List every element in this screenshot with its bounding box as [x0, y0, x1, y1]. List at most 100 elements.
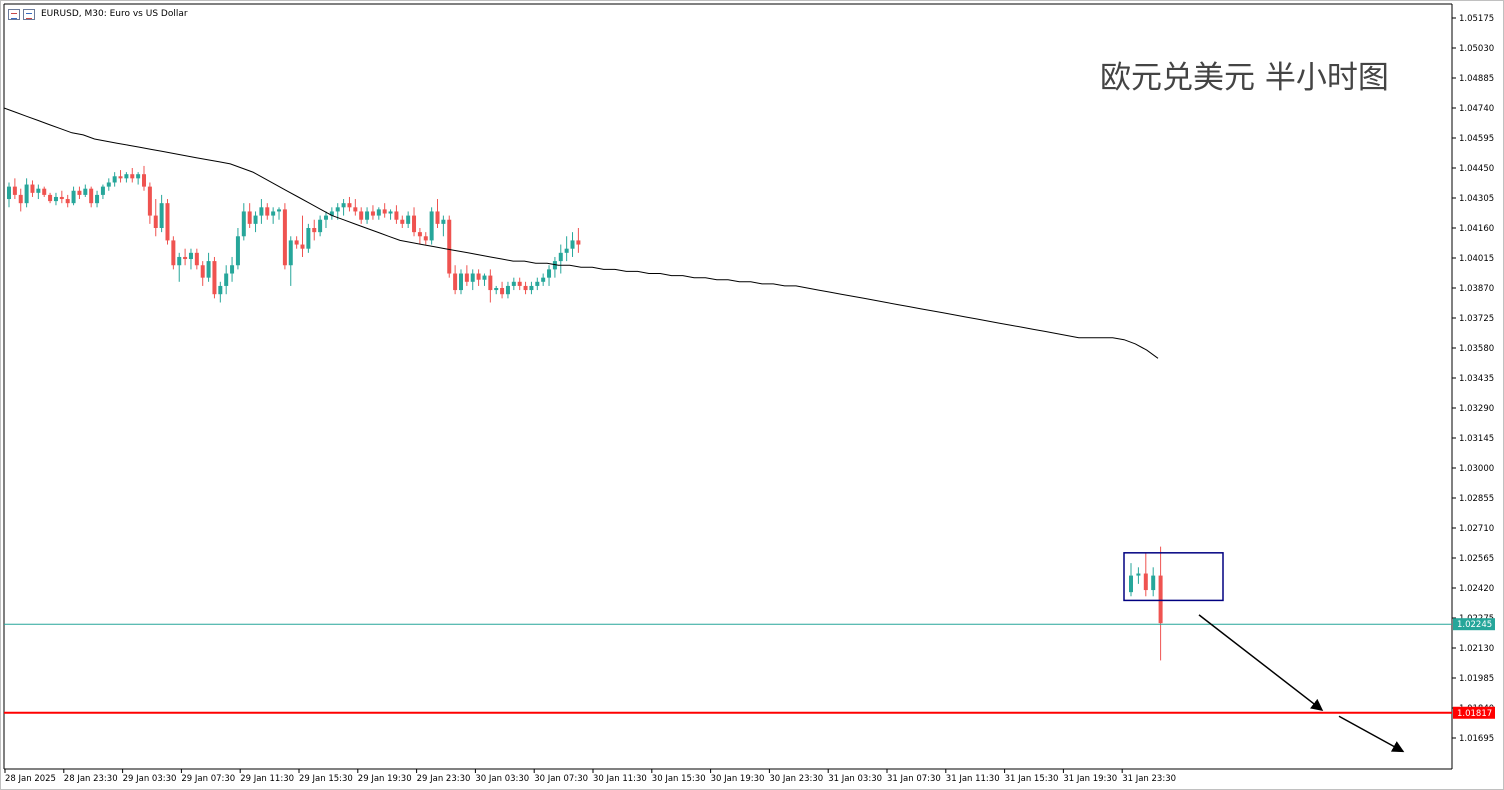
price-tick-label: 1.03725 [1459, 314, 1494, 324]
candle-body [77, 190, 82, 195]
candle-body [1136, 573, 1141, 576]
time-tick-label: 31 Jan 03:30 [828, 774, 882, 784]
candle-body [36, 188, 41, 193]
candle-body [353, 207, 358, 212]
candle-body [83, 188, 88, 195]
candle-body [365, 211, 370, 220]
candle-body [564, 248, 569, 253]
candle-body [89, 188, 94, 204]
candle [177, 252, 182, 282]
candle [18, 188, 23, 212]
candle-body [194, 252, 199, 266]
price-tick-label: 1.02420 [1459, 584, 1494, 594]
candle [124, 172, 129, 183]
candle [77, 186, 82, 200]
candle [517, 277, 522, 291]
price-tick-label: 1.01695 [1459, 734, 1494, 744]
candle [453, 265, 458, 295]
candle [353, 199, 358, 216]
candle-body [458, 273, 463, 291]
candle [71, 186, 76, 206]
candle [335, 203, 340, 220]
candle-body [470, 273, 475, 282]
price-tick-label: 1.03580 [1459, 344, 1494, 354]
candle [65, 194, 70, 208]
candle [382, 203, 387, 218]
candle [494, 285, 499, 295]
candle [89, 186, 94, 208]
candle [558, 244, 563, 274]
chart-annotation-title: 欧元兑美元 半小时图 [1100, 60, 1389, 96]
candle [230, 256, 235, 282]
candle-body [370, 211, 375, 216]
candle [423, 232, 428, 245]
candle-body [423, 236, 428, 241]
candle-body [124, 174, 129, 179]
candle [294, 236, 299, 249]
candle-body [476, 273, 481, 280]
time-tick-label: 31 Jan 15:30 [1005, 774, 1059, 784]
candle-body [1143, 573, 1148, 591]
candle-body [453, 273, 458, 291]
price-tick-label: 1.02565 [1459, 554, 1494, 564]
candle-body [447, 219, 452, 274]
candle [500, 281, 505, 299]
candle [12, 178, 17, 200]
candle-body [24, 184, 29, 204]
time-tick-label: 31 Jan 19:30 [1063, 774, 1117, 784]
candle [212, 256, 217, 299]
price-tick-label: 1.02130 [1459, 644, 1494, 654]
time-tick-label: 29 Jan 23:30 [417, 774, 471, 784]
window-menu-icon[interactable] [8, 8, 20, 20]
candle [535, 277, 540, 291]
overlays: 1.02245 1.01817 [4, 552, 1495, 753]
candle-body [12, 186, 17, 195]
current-price-label: 1.02245 [1457, 620, 1492, 630]
candle-body [482, 275, 487, 280]
candle [318, 215, 323, 237]
candle [188, 248, 193, 270]
candle-body [235, 236, 240, 266]
candle [412, 207, 417, 237]
candle-body [265, 207, 270, 216]
candle-body [118, 176, 123, 179]
candle [570, 232, 575, 257]
symbol-label: EURUSD, M30: Euro vs US Dollar [41, 9, 188, 19]
candle-body [130, 174, 135, 179]
candle-body [42, 188, 47, 195]
candle [271, 207, 276, 224]
chart-type-icon[interactable] [23, 8, 35, 20]
candle-body [171, 240, 176, 266]
candle [511, 277, 516, 291]
time-tick-label: 30 Jan 03:30 [475, 774, 529, 784]
candle-body [441, 219, 446, 224]
time-axis[interactable]: 28 Jan 2025 28 Jan 23:30 29 Jan 03:30 29 Ja… [4, 768, 1452, 784]
candle-body [18, 194, 23, 204]
candle-body [376, 209, 381, 216]
candle-body [282, 209, 287, 266]
candle-body [65, 199, 70, 204]
price-tick-label: 1.03290 [1459, 404, 1494, 414]
price-tick-label: 1.04015 [1459, 254, 1494, 264]
candle-body [106, 182, 111, 187]
projection-arrow [1338, 715, 1405, 753]
candle [171, 236, 176, 270]
candle-body [259, 207, 264, 216]
price-tick-label: 1.03000 [1459, 464, 1494, 474]
candle [112, 172, 117, 187]
candle-body [230, 265, 235, 274]
candle-body [529, 285, 534, 291]
candle [265, 203, 270, 220]
candle [388, 209, 393, 220]
candle-body [100, 186, 105, 195]
candle [218, 281, 223, 303]
support-price-tag [1453, 706, 1495, 719]
candle [53, 192, 58, 206]
candle-body [494, 288, 499, 291]
candle-body [206, 261, 211, 278]
price-tick-label: 1.04450 [1459, 164, 1494, 174]
candle-body [505, 285, 510, 295]
candle [523, 281, 528, 295]
